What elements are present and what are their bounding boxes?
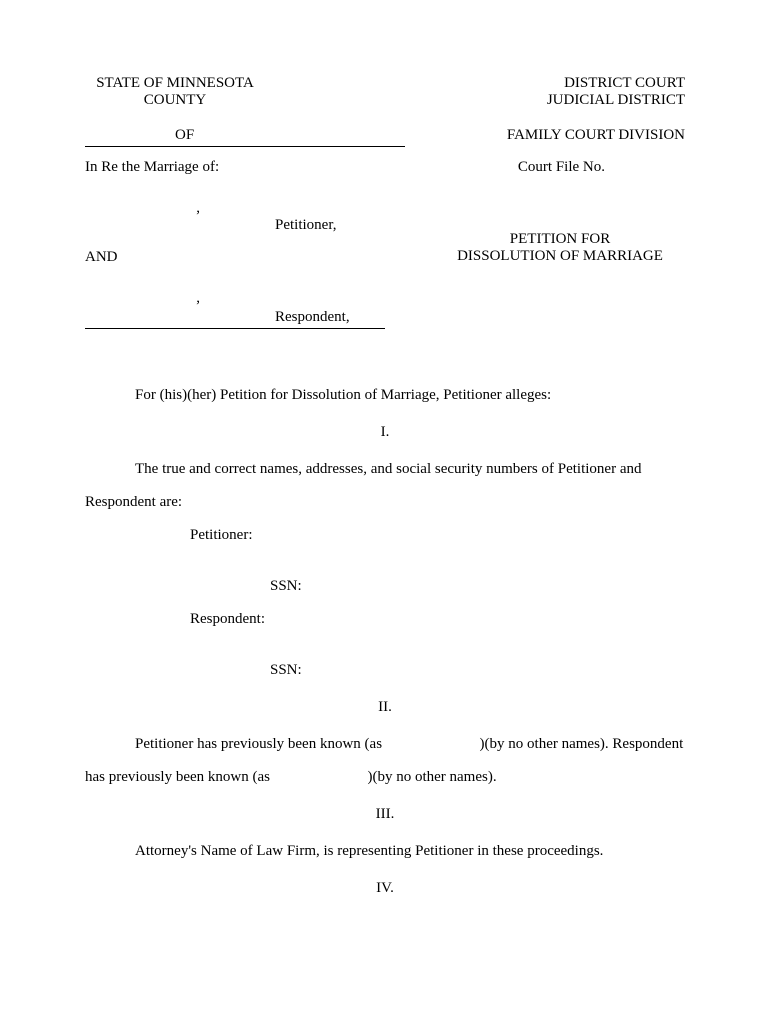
para-2-d: )(by no other names).: [367, 769, 496, 785]
respondent-block: , Respondent,: [85, 290, 685, 329]
respondent-comma: ,: [85, 290, 200, 307]
numeral-3: III.: [85, 798, 685, 831]
para-2-line2: has previously been known (as )(by no ot…: [85, 761, 685, 794]
numeral-1: I.: [85, 416, 685, 449]
numeral-2: II.: [85, 691, 685, 724]
division-label: FAMILY COURT DIVISION: [507, 127, 685, 144]
court-label: DISTRICT COURT: [547, 75, 685, 92]
body-text: For (his)(her) Petition for Dissolution …: [85, 379, 685, 905]
para-1-line2: Respondent are:: [85, 486, 685, 519]
case-caption-row1: In Re the Marriage of: Court File No.: [85, 159, 685, 176]
of-block: OF: [85, 109, 405, 147]
para-3: Attorney's Name of Law Firm, is represen…: [85, 835, 685, 868]
petitioner-field-label: Petitioner:: [190, 519, 685, 552]
doc-title-1: PETITION FOR: [435, 231, 685, 248]
petitioner-label: Petitioner,: [275, 217, 336, 234]
ssn-label-2: SSN:: [270, 654, 685, 687]
state-label: STATE OF MINNESOTA: [85, 75, 265, 92]
document-page: STATE OF MINNESOTA COUNTY DISTRICT COURT…: [0, 0, 770, 959]
spacer-2: [85, 636, 685, 654]
numeral-4: IV.: [85, 872, 685, 905]
para-2-b: )(by no other names). Respondent: [480, 736, 684, 752]
header-right: DISTRICT COURT JUDICIAL DISTRICT: [547, 75, 685, 109]
header-left: STATE OF MINNESOTA COUNTY: [85, 75, 265, 109]
para-2-a: Petitioner has previously been known (as: [85, 728, 382, 761]
petitioner-row: ,: [85, 200, 685, 217]
spacer-1: [85, 552, 685, 570]
para-2-c: has previously been known (as: [85, 769, 270, 785]
para-2-line1: Petitioner has previously been known (as…: [85, 728, 685, 761]
respondent-field-label: Respondent:: [190, 603, 685, 636]
divider-line-top: [85, 146, 405, 147]
county-label: COUNTY: [85, 92, 265, 109]
district-label: JUDICIAL DISTRICT: [547, 92, 685, 109]
doc-title-2: DISSOLUTION OF MARRIAGE: [435, 248, 685, 265]
doc-title-block: PETITION FOR DISSOLUTION OF MARRIAGE: [435, 217, 685, 265]
file-no-label: Court File No.: [518, 159, 605, 176]
para-1-line1: The true and correct names, addresses, a…: [85, 453, 685, 486]
divider-line-bottom: [85, 328, 385, 329]
of-label: OF: [175, 127, 405, 144]
respondent-label: Respondent,: [275, 309, 685, 326]
ssn-label-1: SSN:: [270, 570, 685, 603]
header-row: STATE OF MINNESOTA COUNTY DISTRICT COURT…: [85, 75, 685, 109]
inre-label: In Re the Marriage of:: [85, 159, 219, 176]
petitioner-comma: ,: [85, 200, 200, 217]
intro-para: For (his)(her) Petition for Dissolution …: [85, 379, 685, 412]
of-division-row: OF FAMILY COURT DIVISION: [85, 109, 685, 147]
